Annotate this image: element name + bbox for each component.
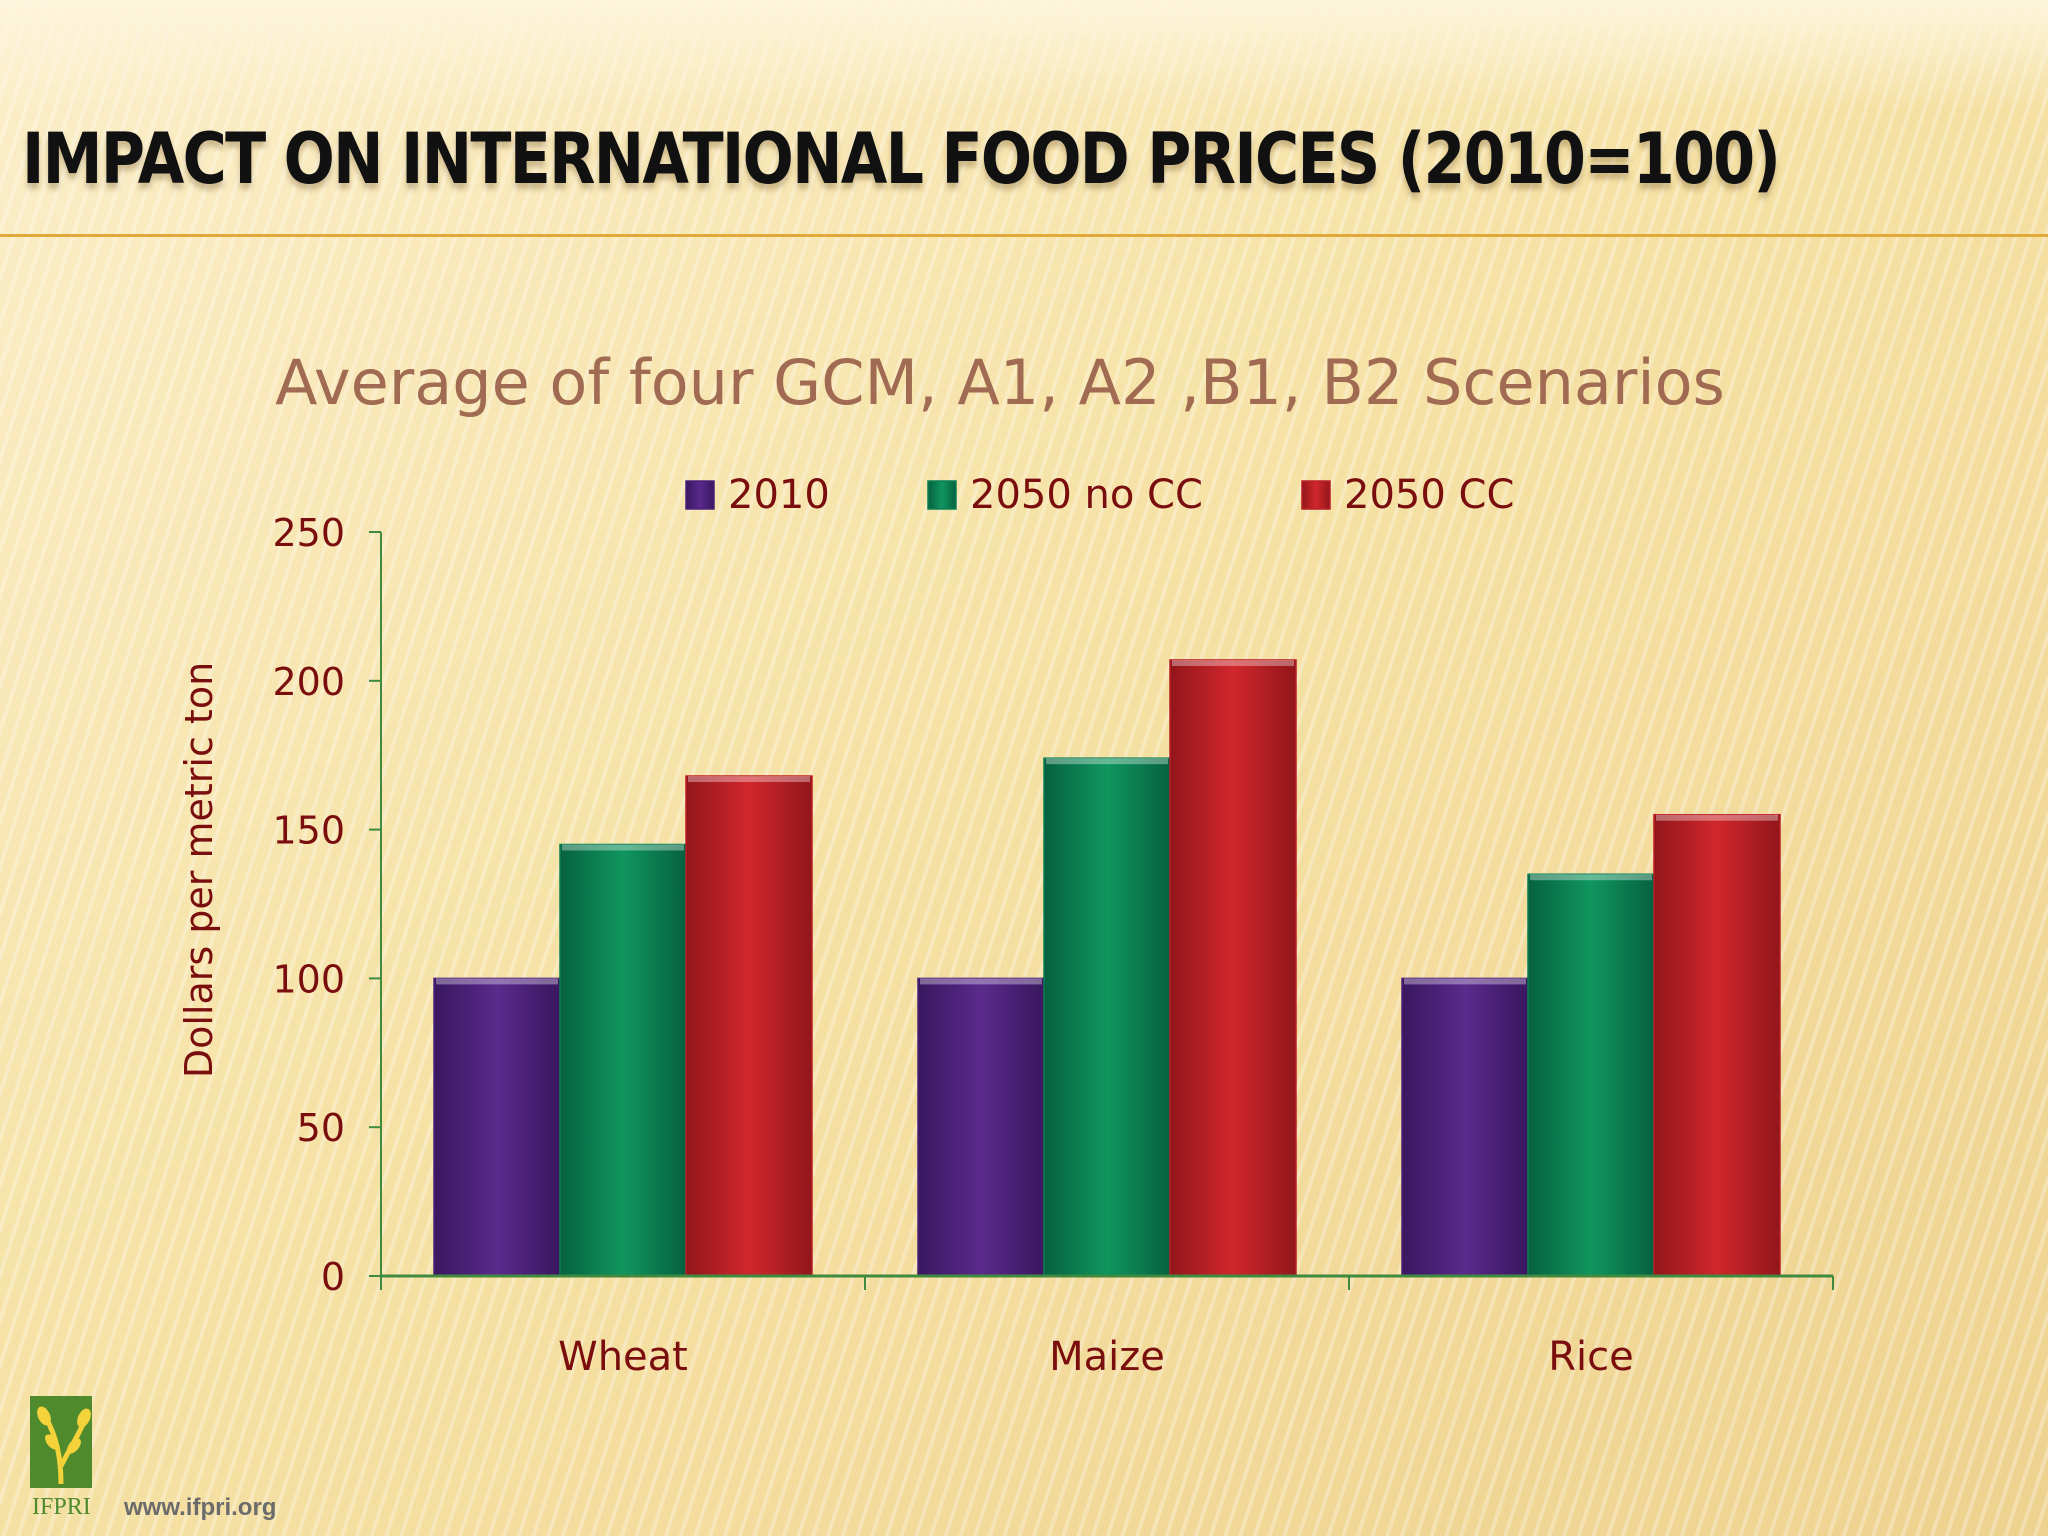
bar-2050-cc-maize — [1169, 659, 1297, 1277]
chart-title: Average of four GCM, A1, A2 ,B1, B2 Scen… — [275, 346, 1725, 419]
legend-swatch — [685, 480, 715, 510]
x-tick-label: Rice — [1548, 1334, 1634, 1380]
bar-highlight — [562, 844, 684, 851]
bar-highlight — [688, 776, 810, 783]
y-tick-label: 100 — [272, 957, 345, 1001]
ifpri-logo-label: IFPRI — [32, 1494, 91, 1520]
legend-label: 2010 — [728, 472, 830, 518]
x-tick-label: Maize — [1049, 1334, 1165, 1380]
title-divider — [0, 234, 2048, 237]
bar-highlight — [436, 978, 558, 985]
y-axis-ticks: 0 50 100 150 200 250 — [272, 511, 381, 1299]
legend-label: 2050 CC — [1344, 472, 1514, 518]
y-tick-label: 0 — [321, 1255, 345, 1299]
bar-2050-cc-rice — [1653, 813, 1781, 1277]
bar-2050-cc-wheat — [685, 775, 813, 1277]
x-tick-label: Wheat — [558, 1334, 688, 1380]
chart-legend: 2010 2050 no CC 2050 CC — [685, 472, 1514, 518]
bar-2050-no-cc-rice — [1527, 873, 1655, 1277]
legend-swatch — [1301, 480, 1331, 510]
bar-2010-maize — [917, 977, 1045, 1277]
bar-highlight — [1656, 814, 1778, 821]
y-tick-label: 200 — [272, 660, 345, 704]
bar-highlight — [1172, 659, 1294, 666]
x-axis-ticks: Wheat Maize Rice — [380, 1276, 1834, 1380]
legend-swatch — [927, 480, 957, 510]
y-tick-label: 50 — [297, 1106, 345, 1150]
axes — [380, 532, 1833, 1278]
y-tick-label: 250 — [272, 511, 345, 555]
bar-highlight — [920, 978, 1042, 985]
bar-2010-wheat — [433, 977, 561, 1277]
bar-highlight — [1404, 978, 1526, 985]
bar-2050-no-cc-maize — [1043, 757, 1171, 1277]
bars — [433, 659, 1781, 1277]
bar-2050-no-cc-wheat — [559, 843, 687, 1277]
bar-highlight — [1530, 874, 1652, 881]
legend-label: 2050 no CC — [970, 472, 1203, 518]
ifpri-logo-icon — [30, 1396, 92, 1488]
bar-highlight — [1046, 758, 1168, 765]
bar-2010-rice — [1401, 977, 1529, 1277]
y-tick-label: 150 — [272, 809, 345, 853]
slide-title: Impact on international food prices (201… — [22, 118, 1781, 200]
y-axis-label: Dollars per metric ton — [177, 662, 221, 1078]
footer-url: www.ifpri.org — [124, 1494, 277, 1521]
